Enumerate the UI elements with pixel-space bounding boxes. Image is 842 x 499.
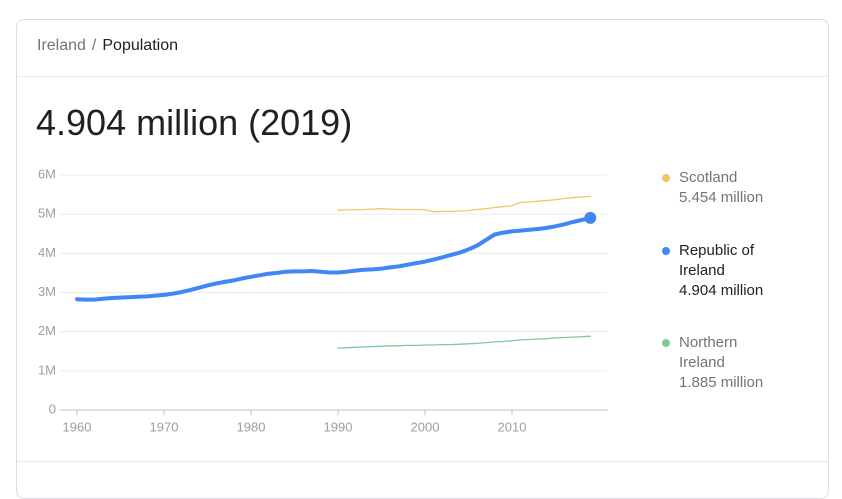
legend-swatch [662, 174, 670, 182]
legend-item[interactable]: Northern Ireland 1.885 million [662, 333, 809, 393]
y-tick-label: 4M [38, 245, 56, 260]
legend-item[interactable]: Scotland 5.454 million [662, 168, 809, 208]
legend-value: 4.904 million [679, 282, 764, 299]
y-tick-label: 5M [38, 206, 56, 221]
legend-item[interactable]: Republic of Ireland 4.904 million [662, 241, 809, 301]
page: Ireland / Population 4.904 million (2019) … [16, 19, 829, 499]
y-tick-label: 6M [38, 166, 56, 181]
divider [17, 76, 828, 77]
y-tick-label: 1M [38, 362, 56, 377]
x-tick-label: 1990 [324, 419, 353, 434]
series-line [337, 195, 591, 213]
x-tick-label: 2000 [411, 419, 440, 434]
breadcrumb-current: Population [102, 37, 178, 54]
x-tick-label: 1960 [63, 419, 92, 434]
headline: 4.904 million (2019) [36, 102, 353, 143]
breadcrumb-parent[interactable]: Ireland [37, 37, 86, 54]
breadcrumb-separator: / [91, 37, 97, 54]
series-line [337, 335, 591, 349]
x-tick-label: 1970 [150, 419, 179, 434]
x-tick-label: 2010 [498, 419, 527, 434]
y-tick-label: 2M [38, 323, 56, 338]
y-tick-label: 0 [49, 401, 56, 416]
series-line [75, 215, 593, 302]
legend-swatch [662, 339, 670, 347]
legend-value: 5.454 million [679, 189, 764, 206]
breadcrumb: Ireland / Population [37, 37, 178, 55]
highlight-point [584, 211, 597, 224]
legend-swatch [662, 247, 670, 255]
y-tick-label: 3M [38, 284, 56, 299]
legend-label: Republic of Ireland [679, 242, 755, 279]
legend-label: Scotland [679, 169, 738, 186]
legend-value: 1.885 million [679, 374, 764, 391]
x-tick-label: 1980 [237, 419, 266, 434]
legend-label: Northern Ireland [679, 334, 738, 371]
chart: 0 1M 2M 3M 4M 5M 6M 1960 1970 1980 1990 2000 2010 [38, 166, 608, 434]
divider [17, 461, 828, 462]
